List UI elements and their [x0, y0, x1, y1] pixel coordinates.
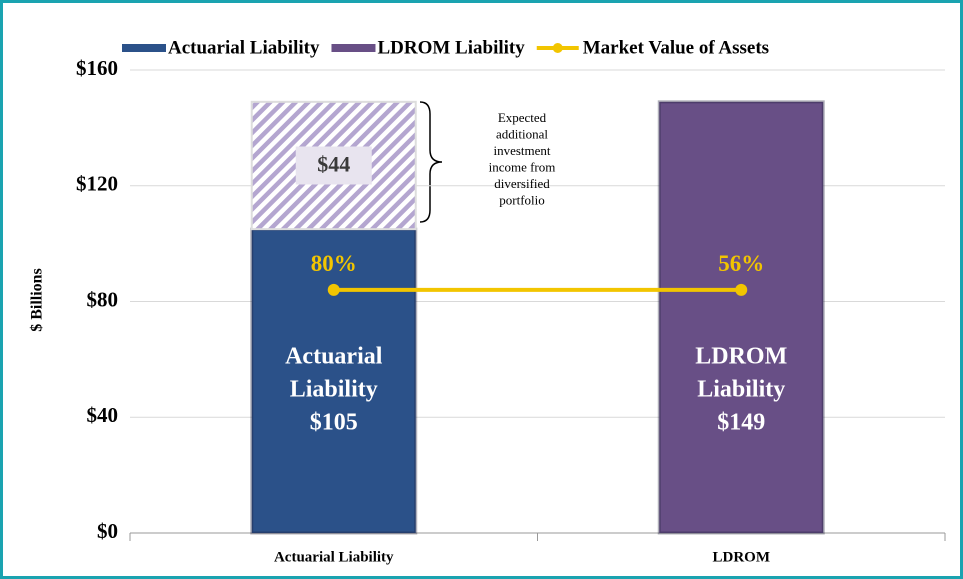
bar	[250, 227, 418, 535]
brace	[419, 101, 443, 223]
legend-swatch	[122, 44, 166, 52]
bar-label: Liability	[290, 377, 378, 403]
annotation: Expected	[498, 110, 547, 125]
bar-label: Liability	[697, 377, 785, 403]
label-box	[295, 146, 372, 185]
bar-value-label: $44	[317, 152, 350, 177]
y-tick-label: $80	[87, 287, 119, 311]
annotation: additional	[496, 126, 548, 141]
line-point	[735, 283, 748, 296]
bar-label: LDROM	[695, 344, 787, 370]
legend-label: Actuarial Liability	[168, 37, 320, 58]
y-tick-label: $40	[87, 403, 119, 427]
annotation: investment	[493, 143, 550, 158]
bar-label: Actuarial	[285, 344, 383, 370]
annotation: portfolio	[499, 192, 545, 207]
bar	[657, 100, 825, 535]
y-axis-label: $ Billions	[29, 268, 46, 332]
x-tick-label: Actuarial Liability	[274, 549, 394, 565]
y-tick-label: $0	[97, 519, 118, 543]
y-tick-label: $120	[76, 172, 118, 196]
annotation: diversified	[494, 176, 550, 191]
legend-swatch	[552, 43, 563, 53]
y-tick-label: $160	[76, 56, 118, 80]
bar-label: $105	[310, 410, 358, 436]
x-tick-label: LDROM	[713, 549, 771, 565]
legend-label: Market Value of Assets	[583, 37, 769, 58]
annotation: income from	[489, 159, 556, 174]
bar-label: $149	[717, 410, 765, 436]
line-label: 80%	[311, 251, 357, 276]
line-point	[327, 283, 340, 296]
legend-swatch	[331, 44, 376, 52]
line-label: 56%	[718, 251, 764, 276]
legend-label: LDROM Liability	[377, 37, 525, 58]
